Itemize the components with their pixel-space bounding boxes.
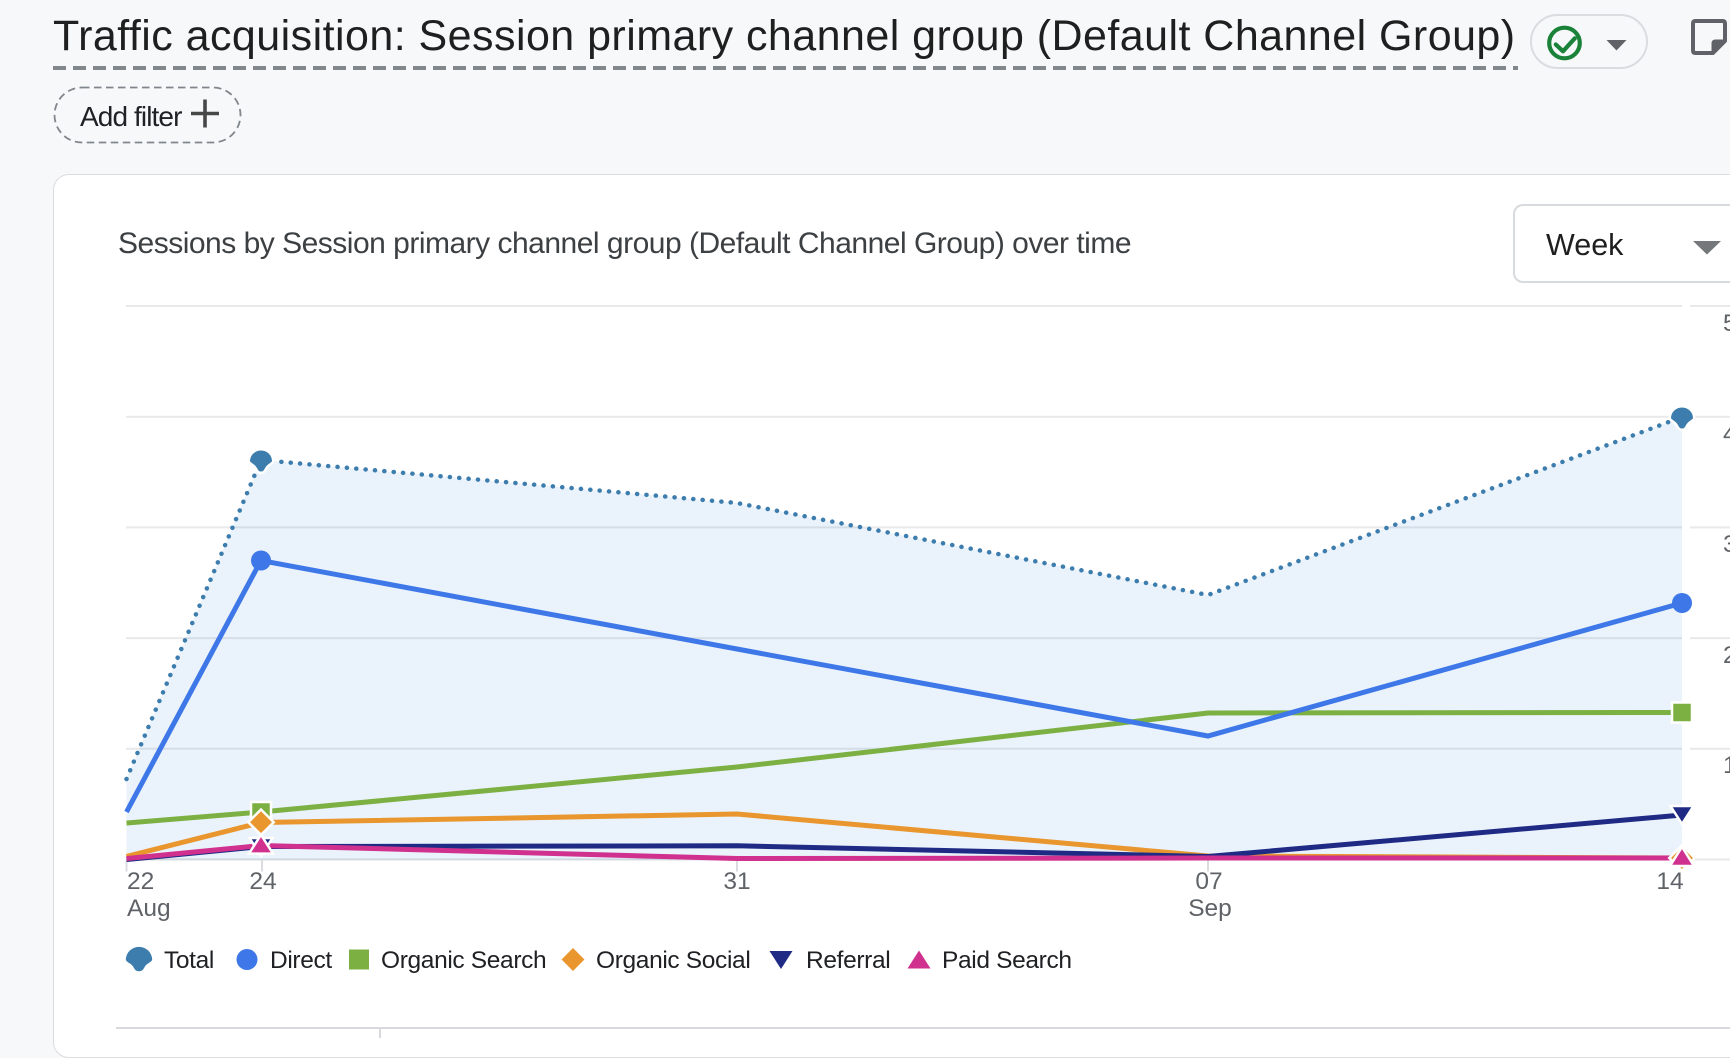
svg-text:500: 500 bbox=[1723, 310, 1730, 337]
svg-text:07: 07 bbox=[1195, 868, 1222, 895]
svg-text:400: 400 bbox=[1723, 421, 1730, 448]
svg-text:14: 14 bbox=[1656, 868, 1683, 895]
svg-text:Paid Search: Paid Search bbox=[942, 947, 1072, 974]
svg-text:22: 22 bbox=[127, 868, 154, 895]
svg-text:24: 24 bbox=[249, 868, 276, 895]
svg-text:100: 100 bbox=[1723, 752, 1730, 779]
svg-text:Referral: Referral bbox=[806, 947, 890, 974]
svg-text:Direct: Direct bbox=[270, 947, 332, 974]
svg-text:Organic Search: Organic Search bbox=[381, 947, 546, 974]
svg-text:Aug: Aug bbox=[127, 895, 171, 922]
svg-text:300: 300 bbox=[1723, 531, 1730, 558]
svg-text:31: 31 bbox=[723, 868, 750, 895]
svg-text:Total: Total bbox=[164, 947, 214, 974]
svg-text:Organic Social: Organic Social bbox=[596, 947, 750, 974]
svg-text:Sep: Sep bbox=[1188, 895, 1232, 922]
svg-text:200: 200 bbox=[1723, 642, 1730, 669]
